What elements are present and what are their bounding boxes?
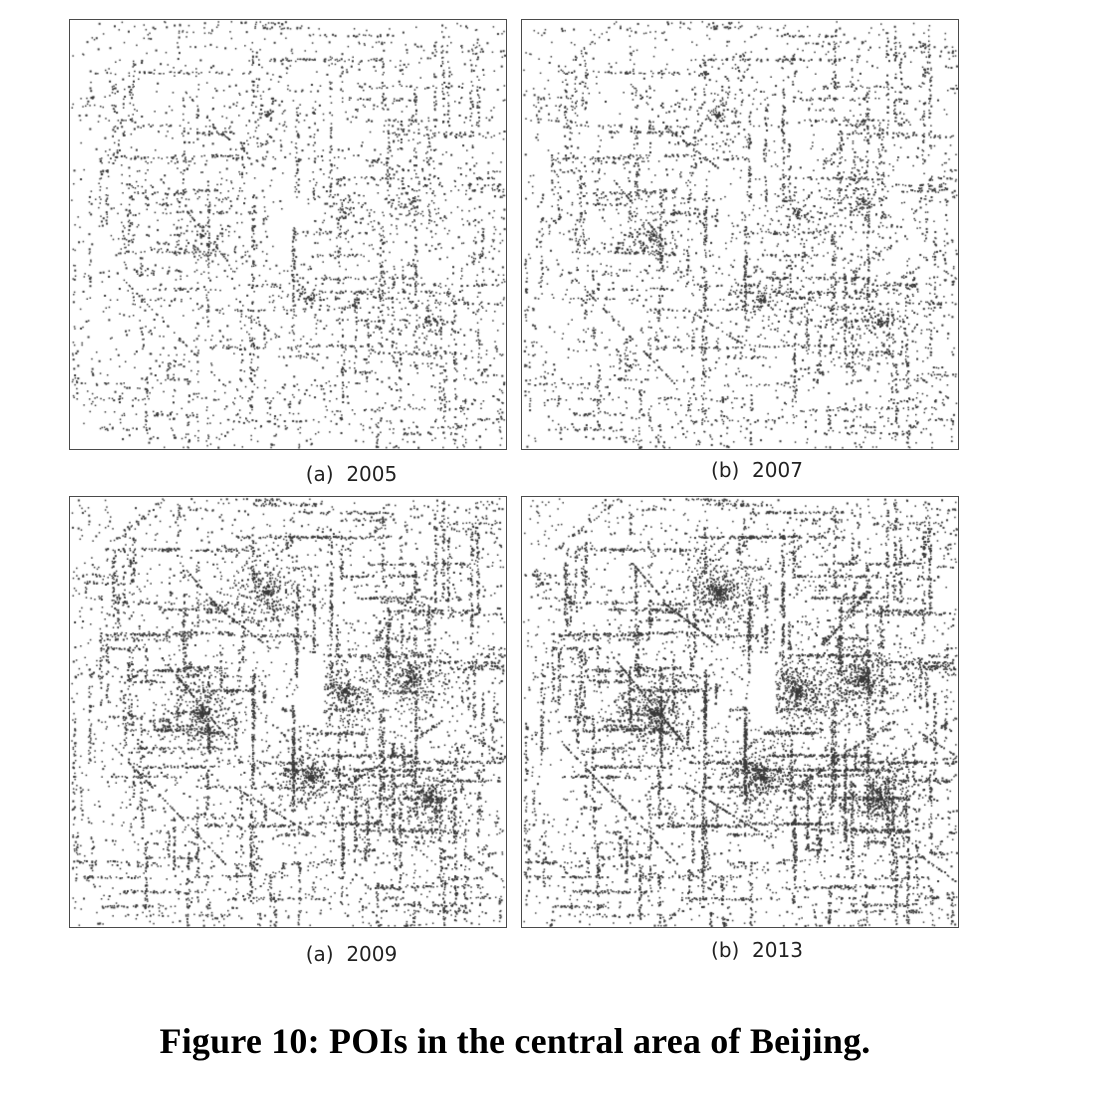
poi-scatter-2009 bbox=[70, 497, 506, 927]
panel-label-2007: (b) 2007 bbox=[711, 458, 803, 482]
poi-scatter-2005 bbox=[70, 20, 506, 449]
poi-map-2005 bbox=[69, 19, 507, 450]
poi-scatter-2007 bbox=[522, 20, 958, 449]
poi-scatter-2013 bbox=[522, 497, 958, 927]
poi-map-2009 bbox=[69, 496, 507, 928]
figure-caption: Figure 10: POIs in the central area of B… bbox=[159, 1021, 871, 1061]
poi-map-2007 bbox=[521, 19, 959, 450]
poi-map-2013 bbox=[521, 496, 959, 928]
panel-label-2005: (a) 2005 bbox=[305, 462, 398, 486]
panel-label-2009: (a) 2009 bbox=[305, 942, 398, 966]
panel-label-2013: (b) 2013 bbox=[711, 938, 803, 962]
